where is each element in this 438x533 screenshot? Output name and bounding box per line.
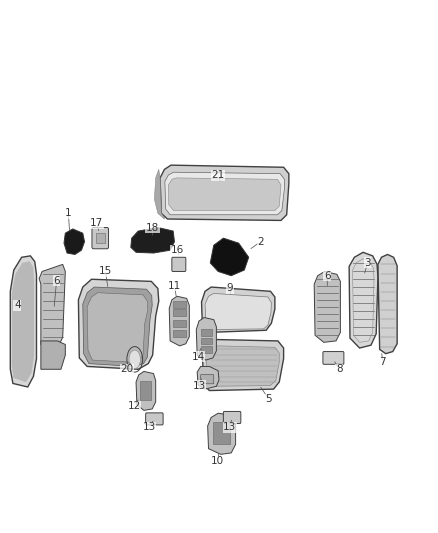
- Text: 10: 10: [211, 456, 224, 466]
- Text: 11: 11: [168, 281, 181, 290]
- Polygon shape: [131, 228, 174, 253]
- Polygon shape: [202, 340, 284, 391]
- Polygon shape: [78, 279, 159, 369]
- Polygon shape: [314, 271, 340, 342]
- Text: 4: 4: [14, 301, 21, 311]
- FancyBboxPatch shape: [323, 352, 344, 365]
- Polygon shape: [165, 172, 285, 215]
- Polygon shape: [169, 296, 189, 346]
- Text: 14: 14: [191, 352, 205, 361]
- Polygon shape: [201, 287, 275, 333]
- Polygon shape: [160, 165, 289, 221]
- Text: 9: 9: [226, 284, 233, 294]
- Bar: [213, 422, 230, 445]
- Bar: [173, 301, 186, 308]
- Polygon shape: [87, 293, 148, 362]
- Polygon shape: [197, 367, 219, 389]
- Polygon shape: [210, 238, 249, 276]
- Bar: [173, 330, 186, 337]
- Text: 20: 20: [121, 364, 134, 374]
- Polygon shape: [206, 346, 279, 386]
- Bar: [140, 381, 151, 400]
- Bar: [173, 320, 186, 327]
- Bar: [201, 346, 212, 353]
- Text: 13: 13: [193, 381, 206, 391]
- Text: 13: 13: [142, 422, 156, 432]
- FancyBboxPatch shape: [223, 411, 241, 424]
- Text: 13: 13: [223, 422, 237, 432]
- Text: 17: 17: [90, 218, 103, 228]
- Bar: [173, 309, 186, 316]
- Polygon shape: [83, 287, 152, 367]
- Polygon shape: [136, 372, 155, 410]
- Polygon shape: [12, 262, 34, 382]
- Text: 6: 6: [324, 271, 331, 281]
- Text: 12: 12: [127, 401, 141, 411]
- FancyBboxPatch shape: [92, 228, 109, 249]
- Text: 18: 18: [146, 222, 159, 232]
- Polygon shape: [39, 264, 65, 348]
- Polygon shape: [64, 229, 85, 254]
- Polygon shape: [11, 256, 36, 387]
- Polygon shape: [168, 178, 281, 211]
- Text: 7: 7: [379, 357, 386, 367]
- Text: 3: 3: [364, 258, 371, 268]
- Bar: [96, 233, 105, 243]
- FancyBboxPatch shape: [146, 413, 163, 425]
- Polygon shape: [208, 413, 236, 454]
- Text: 21: 21: [212, 170, 225, 180]
- Polygon shape: [378, 254, 397, 354]
- Polygon shape: [349, 252, 378, 348]
- Polygon shape: [41, 341, 65, 369]
- Text: 1: 1: [65, 208, 72, 219]
- Circle shape: [129, 350, 141, 368]
- Bar: [201, 329, 212, 336]
- Text: 16: 16: [171, 245, 184, 255]
- Text: 8: 8: [336, 364, 343, 374]
- Text: 15: 15: [99, 266, 112, 277]
- FancyBboxPatch shape: [172, 257, 186, 271]
- Polygon shape: [196, 318, 216, 360]
- Bar: [201, 338, 212, 344]
- Text: 6: 6: [53, 276, 60, 286]
- Polygon shape: [205, 294, 272, 329]
- FancyBboxPatch shape: [201, 375, 214, 384]
- Text: 5: 5: [265, 394, 272, 404]
- Polygon shape: [154, 169, 164, 219]
- Text: 2: 2: [257, 237, 264, 247]
